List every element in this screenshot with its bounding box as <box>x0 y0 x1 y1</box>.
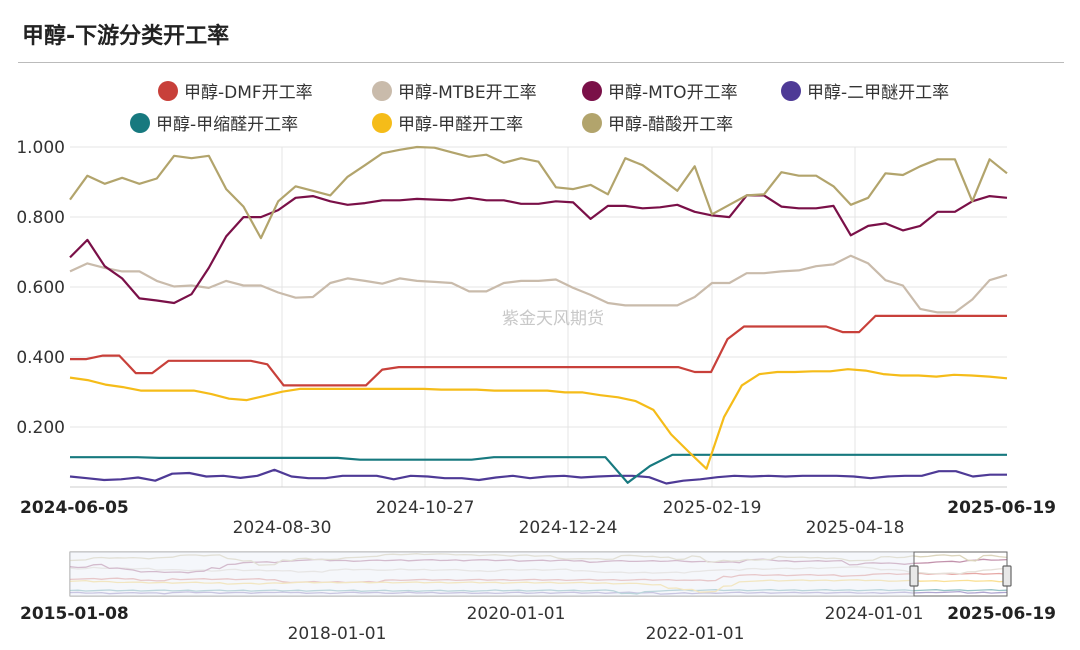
legend-item-acetic-acid[interactable]: 甲醇-醋酸开工率 <box>582 110 733 135</box>
x-tick-label: 2025-04-18 <box>806 518 905 538</box>
navigator-line-5 <box>69 579 1008 593</box>
grid-lines <box>70 146 1007 487</box>
y-tick-label: 0.600 <box>16 278 65 298</box>
navigator-line-3 <box>69 590 1008 595</box>
chart-title: 甲醇-下游分类开工率 <box>22 24 230 49</box>
legend-marker-icon <box>582 112 602 133</box>
navigator-line-4 <box>69 589 1008 595</box>
series-layer <box>69 145 1008 485</box>
legend-label: 甲醇-二甲醚开工率 <box>807 83 950 103</box>
legend-label: 甲醇-甲醛开工率 <box>398 115 524 135</box>
navigator-end-label: 2025-06-19 <box>947 604 1056 624</box>
navigator-line-0 <box>69 572 1008 584</box>
x-start-label: 2024-06-05 <box>20 498 129 518</box>
legend-label: 甲醇-甲缩醛开工率 <box>156 115 299 135</box>
legend-label: 甲醇-MTO开工率 <box>608 83 738 103</box>
range-navigator[interactable] <box>69 551 1012 597</box>
legend-marker-icon <box>582 80 602 101</box>
navigator-tick-label: 2020-01-01 <box>467 604 566 624</box>
legend-item-methylal[interactable]: 甲醇-甲缩醛开工率 <box>130 110 298 135</box>
y-tick-label: 1.000 <box>16 138 65 158</box>
watermark: 紫金天风期货 <box>502 309 604 329</box>
legend-item-mto[interactable]: 甲醇-MTO开工率 <box>582 78 738 103</box>
navigator-left-handle[interactable] <box>909 565 919 587</box>
legend-label: 甲醇-DMF开工率 <box>184 83 313 103</box>
x-tick-label: 2025-02-19 <box>663 498 762 518</box>
navigator-right-handle[interactable] <box>1002 565 1012 587</box>
legend-marker-icon <box>372 112 392 133</box>
x-tick-label: 2024-10-27 <box>376 498 475 518</box>
legend-marker-icon <box>781 80 801 101</box>
series-line-5 <box>69 368 1008 470</box>
navigator-start-label: 2015-01-08 <box>20 604 129 624</box>
navigator-line-6 <box>69 553 1008 566</box>
legend-item-mtbe[interactable]: 甲醇-MTBE开工率 <box>372 78 537 103</box>
x-end-label: 2025-06-19 <box>947 498 1056 518</box>
navigator-tick-label: 2022-01-01 <box>646 624 745 644</box>
navigator-line-1 <box>69 566 1008 575</box>
series-line-4 <box>70 453 1007 484</box>
x-tick-label: 2024-08-30 <box>233 518 332 538</box>
y-tick-label: 0.800 <box>16 208 65 228</box>
series-line-3 <box>69 468 1007 485</box>
navigator-series <box>69 553 1008 595</box>
legend-label: 甲醇-MTBE开工率 <box>398 83 537 103</box>
legend-item-dme[interactable]: 甲醇-二甲醚开工率 <box>781 78 949 103</box>
navigator-mask <box>70 552 914 596</box>
y-tick-label: 0.200 <box>16 418 65 438</box>
navigator-line-2 <box>69 558 1008 574</box>
navigator-background <box>69 551 1008 597</box>
legend-item-dmf[interactable]: 甲醇-DMF开工率 <box>158 78 313 103</box>
series-line-2 <box>69 194 1008 305</box>
x-tick-label: 2024-12-24 <box>519 518 618 538</box>
legend-marker-icon <box>158 80 178 101</box>
legend-marker-icon <box>372 80 392 101</box>
navigator-selection[interactable] <box>913 551 1008 597</box>
series-line-1 <box>69 254 1008 314</box>
y-tick-label: 0.400 <box>16 348 65 368</box>
legend-item-formaldehyde[interactable]: 甲醇-甲醛开工率 <box>372 110 523 135</box>
series-line-6 <box>69 145 1008 240</box>
navigator-tick-label: 2018-01-01 <box>288 624 387 644</box>
series-line-0 <box>70 314 1007 387</box>
title-divider <box>18 62 1064 63</box>
legend-marker-icon <box>130 112 150 133</box>
navigator-tick-label: 2024-01-01 <box>825 604 924 624</box>
legend-label: 甲醇-醋酸开工率 <box>608 115 734 135</box>
